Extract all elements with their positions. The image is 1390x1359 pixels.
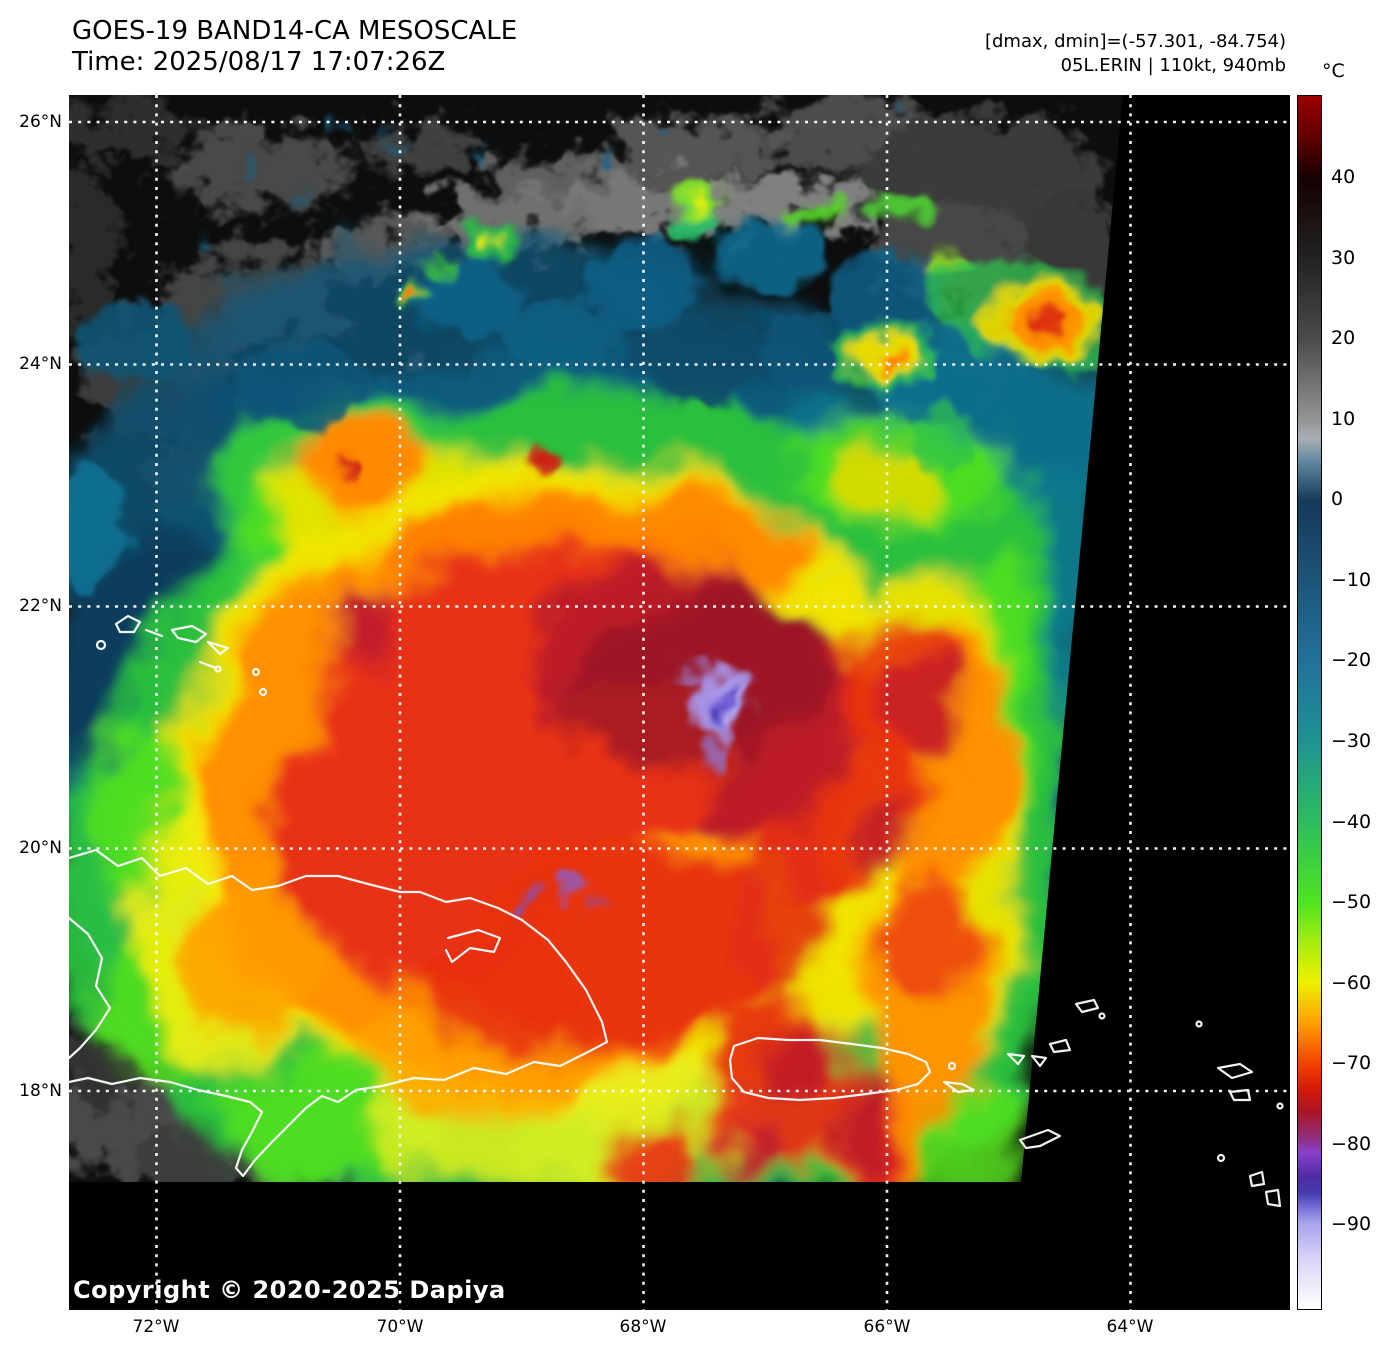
colorbar-tick: 10 [1331, 408, 1356, 430]
lat-label-22n: 22°N [19, 596, 62, 616]
colorbar-tick: 0 [1331, 488, 1344, 510]
colorbar-tick: −40 [1331, 811, 1372, 833]
header-meta: [dmax, dmin]=(-57.301, -84.754) 05L.ERIN … [985, 30, 1286, 78]
cloud-shield-layer [69, 240, 1123, 1182]
coastline-haiti-west [69, 916, 112, 1060]
lon-label-70w: 70°W [376, 1317, 424, 1337]
colorbar-tick: 40 [1331, 166, 1356, 188]
colorbar-tick: 20 [1331, 327, 1356, 349]
colorbar-tick: −60 [1331, 972, 1372, 994]
coastline-culebra [947, 1061, 957, 1071]
storm-status-readout: 05L.ERIN | 110kt, 940mb [1060, 55, 1286, 76]
dmax-dmin-readout: [dmax, dmin]=(-57.301, -84.754) [984, 31, 1286, 52]
copyright-watermark: Copyright © 2020-2025 Dapiya [73, 1276, 506, 1304]
colorbar-tick: −70 [1331, 1052, 1372, 1074]
page-title: GOES-19 BAND14-CA MESOSCALE [72, 16, 518, 46]
colorbar [1297, 95, 1322, 1310]
colorbar-tick: −80 [1331, 1133, 1372, 1155]
lat-label-24n: 24°N [19, 354, 62, 374]
lat-label-18n: 18°N [19, 1081, 62, 1101]
lat-label-20n: 20°N [19, 838, 62, 858]
coastlines [69, 614, 1284, 1208]
lon-label-72w: 72°W [132, 1317, 180, 1337]
coastline-virgin-islands [1074, 998, 1100, 1014]
colorbar-tick: −10 [1331, 569, 1372, 591]
coastline-hispaniola [69, 848, 609, 1178]
satellite-data-region [69, 95, 1123, 1182]
colorbar-tick: −30 [1331, 730, 1372, 752]
lon-label-66w: 66°W [863, 1317, 911, 1337]
coastline-samana-bay [444, 928, 502, 964]
lon-label-68w: 68°W [619, 1317, 667, 1337]
lon-label-64w: 64°W [1106, 1317, 1154, 1337]
coastline-vieques [942, 1080, 976, 1094]
coastline-turks-caicos [114, 614, 142, 634]
colorbar-unit-label: °C [1322, 60, 1345, 82]
colorbar-tick: −90 [1331, 1213, 1372, 1235]
accent-layer [69, 107, 1123, 911]
timestamp: Time: 2025/08/17 17:07:26Z [72, 47, 446, 77]
coastline-lesser-antilles [1216, 1062, 1254, 1080]
colorbar-tick: 30 [1331, 247, 1356, 269]
colorbar-tick: −50 [1331, 891, 1372, 913]
coastline-puerto-rico [728, 1036, 932, 1102]
colorbar-tick: −20 [1331, 649, 1372, 671]
lat-label-26n: 26°N [19, 112, 62, 132]
graticule-gridlines [69, 95, 1290, 1310]
coastline-st-croix [1018, 1128, 1062, 1150]
